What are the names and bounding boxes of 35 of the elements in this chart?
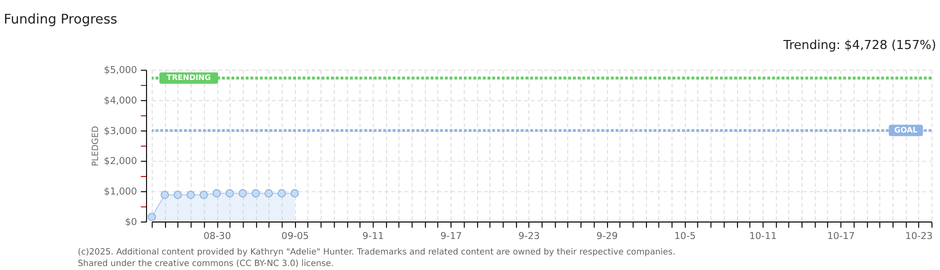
point <box>226 189 234 198</box>
x-tick-label: 10-11 <box>749 231 777 242</box>
x-tick-label: 10-5 <box>674 231 696 242</box>
point <box>186 190 195 199</box>
text: Shared under the creative commons (CC BY-NC 3.0) license. <box>78 259 334 270</box>
x-tick-label: 9-11 <box>362 231 384 242</box>
x-tick-label: 10-23 <box>905 231 933 242</box>
y-tick-label: $4,000 <box>104 95 138 106</box>
point <box>278 189 286 198</box>
ref-line-label: GOAL <box>894 125 918 134</box>
y-tick-label: $2,000 <box>104 156 138 168</box>
ref-line-label: TRENDING <box>166 72 211 82</box>
x-tick-label: 9-29 <box>596 231 618 242</box>
x-tick-label: 08-30 <box>203 231 231 242</box>
point <box>238 189 247 198</box>
chart-title: Funding Progress <box>4 12 118 28</box>
text: (c)2025. Additional content provided by Kathryn "Adelie" Hunter. Trademarks and related content are owned by their respective companies. <box>78 248 676 258</box>
y-axis-title: PLEDGED <box>91 126 102 166</box>
point <box>290 189 299 198</box>
point <box>200 190 208 199</box>
point <box>252 189 260 198</box>
x-tick-label: 09-05 <box>281 231 309 242</box>
point <box>264 189 273 198</box>
x-tick-label: 9-23 <box>518 231 540 242</box>
x-tick-label: 9-17 <box>440 231 462 242</box>
point <box>148 212 156 222</box>
text: Trending: $4,728 (157%) <box>782 38 936 52</box>
point <box>212 189 221 198</box>
x-tick-label: 10-17 <box>827 231 855 242</box>
y-tick-label: $3,000 <box>104 126 138 137</box>
point <box>160 190 169 199</box>
y-tick-label: $1,000 <box>104 186 138 198</box>
y-tick-label: $0 <box>125 216 138 228</box>
y-tick-label: $5,000 <box>104 65 138 76</box>
point <box>174 190 182 199</box>
